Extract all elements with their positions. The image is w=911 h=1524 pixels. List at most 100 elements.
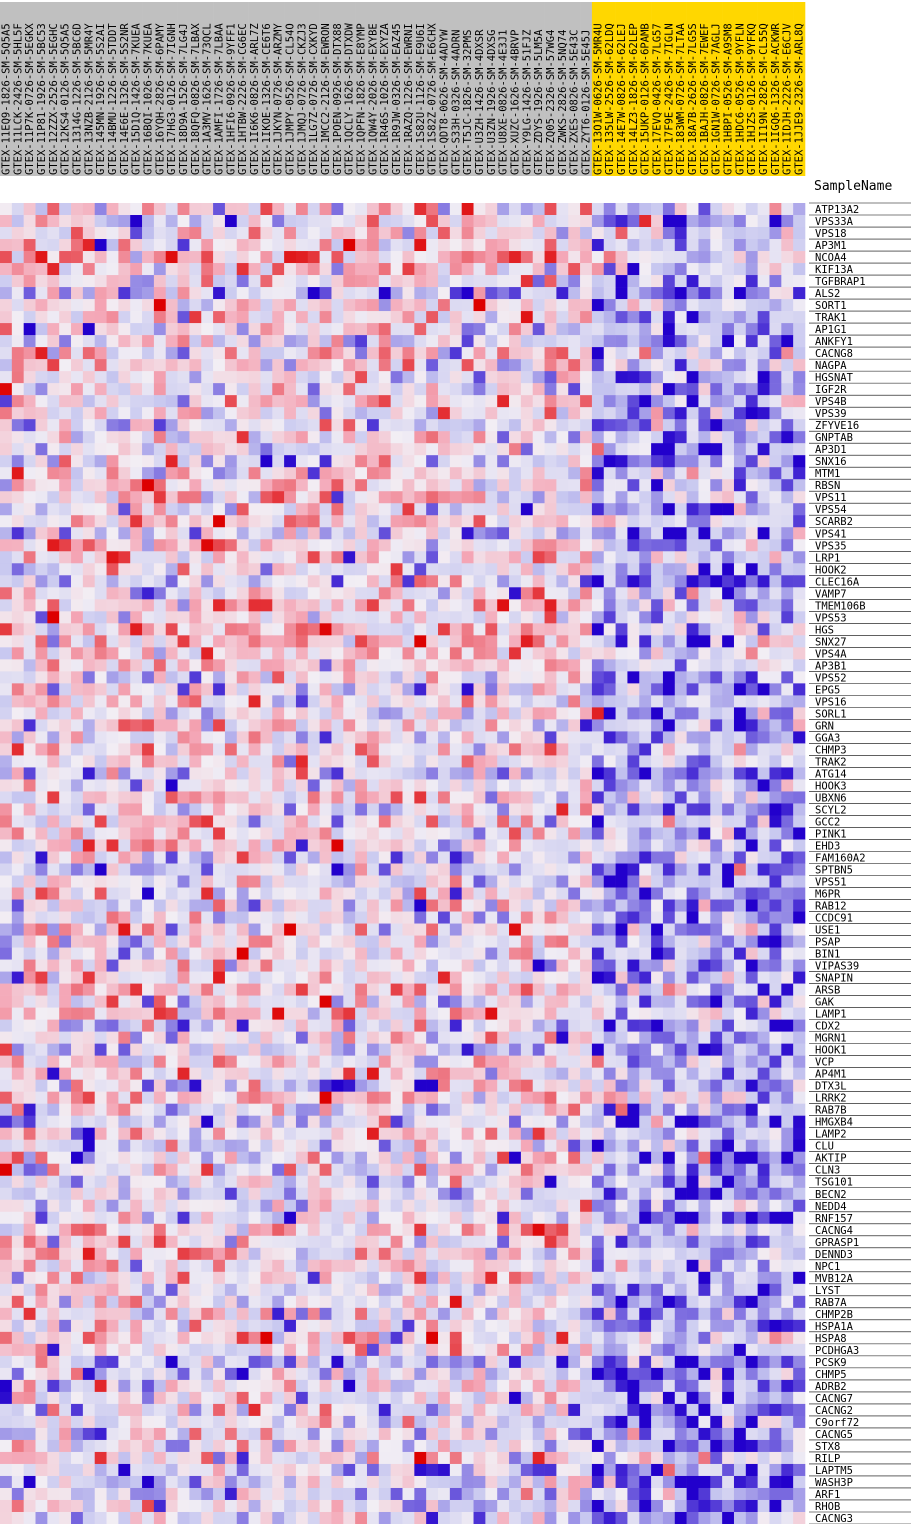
heatmap-cell [402,275,415,288]
heatmap-cell [130,479,143,492]
heatmap-cell [260,479,273,492]
heatmap-cell [130,839,143,852]
heatmap-cell [722,731,735,744]
heatmap-cell [284,803,297,816]
heatmap-cell [142,875,155,888]
heatmap-cell [307,899,320,912]
heatmap-cell [686,827,699,840]
heatmap-cell [343,215,356,228]
heatmap-cell [82,707,96,720]
heatmap-cell [674,623,687,636]
heatmap-cell [591,983,605,996]
heatmap-cell [284,599,297,612]
heatmap-cell [449,803,462,816]
heatmap-cell [130,1019,143,1032]
heatmap-cell [59,683,72,696]
heatmap-cell [438,347,451,360]
heatmap-cell [118,1055,131,1068]
heatmap-cell [319,647,332,660]
heatmap-cell [793,467,806,480]
heatmap-cell [497,719,510,732]
heatmap-cell [355,971,368,984]
heatmap-cell [603,419,616,432]
heatmap-cell [224,587,238,600]
heatmap-cell [295,215,309,228]
heatmap-cell [118,479,131,492]
heatmap-cell [355,1019,368,1032]
heatmap-cell [615,251,628,264]
heatmap-cell [769,1043,782,1056]
heatmap-cell [615,323,628,336]
heatmap-cell [189,479,202,492]
heatmap-cell [142,203,155,216]
heatmap-cell [497,263,510,276]
column-label: GTEX-1JMPY-0526-SM-CL54O [285,23,297,175]
heatmap-cell [674,779,687,792]
heatmap-cell [35,227,48,240]
heatmap-cell [260,659,273,672]
heatmap-cell [23,983,36,996]
heatmap-cell [366,587,380,600]
heatmap-cell [366,227,380,240]
heatmap-cell [236,359,249,372]
heatmap-cell [568,863,581,876]
heatmap-cell [414,359,427,372]
heatmap-cell [473,587,486,600]
heatmap-cell [35,407,48,420]
heatmap-cell [769,371,782,384]
column-label: GTEX-1I19N-2826-SM-CL55Q [758,23,770,175]
heatmap-cell [378,227,391,240]
heatmap-cell [165,443,178,456]
heatmap-cell [485,335,498,348]
heatmap-cell [473,983,486,996]
heatmap-cell [556,419,569,432]
heatmap-cell [580,239,593,252]
heatmap-cell [793,491,806,504]
heatmap-cell [426,587,439,600]
heatmap-cell [59,707,72,720]
heatmap-cell [142,803,155,816]
heatmap-cell [414,299,427,312]
heatmap-cell [130,515,143,528]
heatmap-cell [580,371,593,384]
heatmap-cell [769,575,782,588]
heatmap-cell [414,323,427,336]
heatmap-cell [319,935,332,948]
heatmap-cell [698,371,711,384]
heatmap-cell [319,203,332,216]
heatmap-cell [651,923,664,936]
heatmap-cell [366,959,380,972]
heatmap-cell [11,839,24,852]
heatmap-cell [189,731,202,744]
heatmap-cell [106,707,119,720]
heatmap-cell [201,719,214,732]
heatmap-cell [556,839,569,852]
heatmap-cell [438,503,451,516]
heatmap-cell [532,911,545,924]
heatmap-cell [130,971,143,984]
heatmap-cell [426,551,439,564]
heatmap-cell [23,851,36,864]
heatmap-cell [248,1055,261,1068]
heatmap-cell [319,911,332,924]
heatmap-cell [295,347,309,360]
heatmap-cell [591,323,605,336]
heatmap-cell [23,515,36,528]
heatmap-cell [520,575,534,588]
heatmap-cell [509,647,522,660]
column-label: GTEX-1JMQJ-0726-SM-CKZJ3 [296,23,308,175]
heatmap-cell [130,335,143,348]
heatmap-cell [47,263,60,276]
heatmap-cell [509,443,522,456]
heatmap-cell [378,587,391,600]
heatmap-cell [130,851,143,864]
heatmap-cell [272,239,285,252]
heatmap-cell [153,899,167,912]
heatmap-cell [378,431,391,444]
heatmap-cell [82,551,96,564]
heatmap-cell [106,983,119,996]
heatmap-cell [366,359,380,372]
heatmap-cell [236,959,249,972]
heatmap-cell [615,599,628,612]
heatmap-cell [449,407,462,420]
